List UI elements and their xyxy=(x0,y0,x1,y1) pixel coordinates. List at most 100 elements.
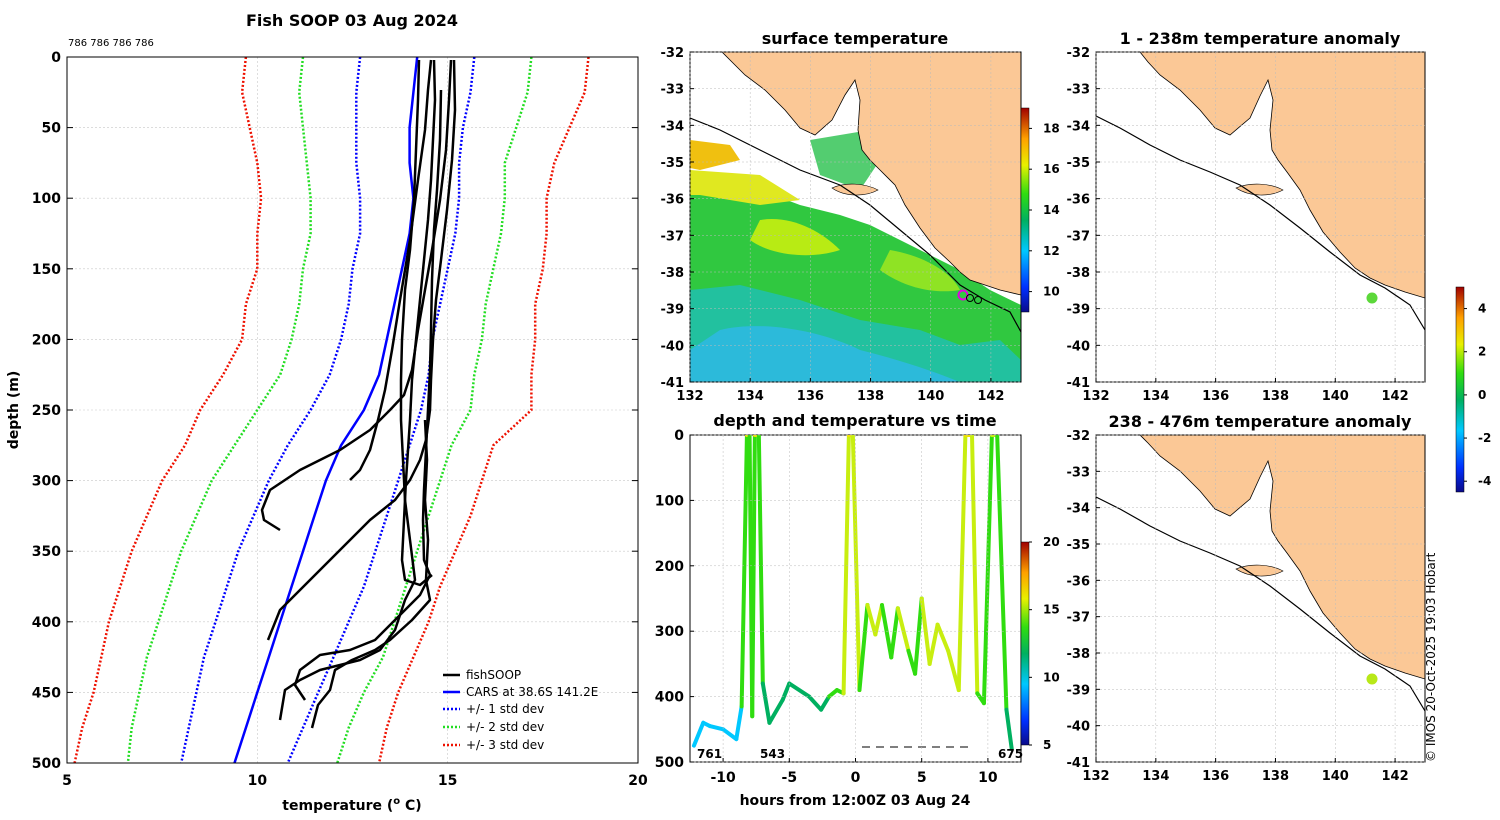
anomaly2-xtick-label: 142 xyxy=(1382,769,1409,784)
anomaly1-ytick-label: -39 xyxy=(1067,303,1091,318)
anomaly1-ytick-label: -32 xyxy=(1067,46,1091,61)
anomaly-colorbar xyxy=(1455,286,1465,493)
anomaly2-land xyxy=(1139,435,1425,680)
fishsoop-profile-2 xyxy=(260,59,453,532)
anomaly-colorbar-tick-label: 4 xyxy=(1478,302,1486,316)
anomaly2-ytick-label: -36 xyxy=(1067,574,1091,589)
sst-colorbar-tick-label: 16 xyxy=(1043,162,1060,176)
timeseries-segment xyxy=(895,606,911,653)
anomaly1-ytick-label: -38 xyxy=(1067,266,1091,281)
anomaly-colorbar-ticks: -4 -2 0 2 4 xyxy=(1464,302,1491,488)
anomaly1-ytick-label: -35 xyxy=(1067,156,1091,171)
timeseries-segment xyxy=(734,704,744,742)
fishsoop-profile-6 xyxy=(400,59,437,587)
timeseries-colorbar-tick-label: 10 xyxy=(1043,670,1060,684)
sst-colorbar xyxy=(1020,107,1030,313)
timeseries-segment xyxy=(841,435,851,696)
timeseries-count-2: 543 xyxy=(760,747,785,761)
sst-ytick-label: -35 xyxy=(661,156,685,171)
timeseries-ytick-label: 400 xyxy=(655,690,684,706)
anomaly2-data-point xyxy=(1366,673,1378,685)
fishsoop-profile-7 xyxy=(310,419,432,729)
anomaly2-xtick-label: 136 xyxy=(1202,769,1229,784)
sst-ytick-label: -40 xyxy=(661,339,685,354)
anomaly1-title: 1 - 238m temperature anomaly xyxy=(1120,29,1401,48)
anomaly1-axes: 132 134 136 138 140 142 -32 -33 -34 -35 -36 -37 -38 -… xyxy=(1067,46,1425,404)
sst-cold-water xyxy=(690,326,960,382)
profile-ytick-label: 500 xyxy=(32,756,61,772)
legend-cars: CARS at 38.6S 141.2E xyxy=(466,685,598,699)
anomaly2-ytick-label: -40 xyxy=(1067,720,1091,735)
timeseries-segment xyxy=(913,596,924,676)
profile-xlabel: temperature (o C) xyxy=(282,796,421,814)
anomaly-colorbar-tick-label: -4 xyxy=(1478,474,1491,488)
anomaly1-ytick-label: -36 xyxy=(1067,193,1091,208)
legend-std1: +/- 1 std dev xyxy=(466,702,544,716)
timeseries-segment xyxy=(1004,707,1014,751)
sst-axes: 132 134 136 138 140 142 -32 -33 -34 -35 -36 -37 -38 -… xyxy=(661,46,1021,404)
timeseries-ytick-label: 200 xyxy=(655,559,684,575)
anomaly1-shelf-contour xyxy=(1096,115,1425,331)
timeseries-xlabel: hours from 12:00Z 03 Aug 24 xyxy=(740,793,971,809)
timeseries-ytick-label: 0 xyxy=(674,428,684,444)
profile-xtick-label: 20 xyxy=(628,773,648,789)
profile-ytick-label: 400 xyxy=(32,615,61,631)
legend-std3: +/- 3 std dev xyxy=(466,738,544,752)
profile-ytick-label: 300 xyxy=(32,474,61,490)
anomaly2-xtick-label: 132 xyxy=(1082,769,1109,784)
timeseries-segment xyxy=(865,603,878,637)
sst-xtick-label: 136 xyxy=(797,389,824,404)
timeseries-segment xyxy=(739,435,749,709)
anomaly1-xtick-label: 136 xyxy=(1202,389,1229,404)
sst-ytick-label: -34 xyxy=(661,119,685,134)
timeseries-colorbar-tick-label: 15 xyxy=(1043,603,1060,617)
sst-colorbar-tick-label: 14 xyxy=(1043,203,1060,217)
anomaly1-ytick-label: -34 xyxy=(1067,119,1091,134)
anomaly2-kangaroo-island xyxy=(1235,564,1284,577)
sst-warm-patch-3 xyxy=(690,140,740,170)
sst-title: surface temperature xyxy=(762,29,949,48)
timeseries-xtick-label: 0 xyxy=(851,770,861,786)
timeseries-colorbar-tick-label: 5 xyxy=(1043,738,1051,752)
timeseries-segment xyxy=(995,435,1009,712)
anomaly-colorbar-tick-label: 0 xyxy=(1478,388,1486,402)
anomaly2-ytick-label: -34 xyxy=(1067,502,1091,517)
timeseries-segment xyxy=(819,694,832,712)
sst-ytick-label: -39 xyxy=(661,303,685,318)
timeseries-segment xyxy=(857,603,870,693)
timeseries-count-1: 761 xyxy=(697,747,722,761)
profile-series-cars-at-38-6s-141-2e xyxy=(233,57,419,763)
anomaly1-xtick-label: 134 xyxy=(1142,389,1169,404)
profile-ytick-label: 100 xyxy=(32,191,61,207)
fishsoop-profile-5 xyxy=(293,89,443,701)
anomaly2-xtick-label: 134 xyxy=(1142,769,1169,784)
timeseries-segment xyxy=(760,681,772,725)
anomaly2-ytick-label: -32 xyxy=(1067,429,1091,444)
profile-series--2-std-dev xyxy=(126,57,312,763)
timeseries-xtick-label: 5 xyxy=(917,770,927,786)
profile-ytick-label: 150 xyxy=(32,262,61,278)
anomaly1-ytick-label: -41 xyxy=(1067,376,1091,391)
profile-xtick-label: 10 xyxy=(248,773,268,789)
timeseries-segment xyxy=(850,435,862,693)
timeseries-segment xyxy=(691,720,706,748)
profile-top-label: 786 786 786 786 xyxy=(68,38,154,49)
profile-title: Fish SOOP 03 Aug 2024 xyxy=(246,11,458,30)
sst-colorbar-ticks: 10 12 14 16 18 xyxy=(1029,121,1060,299)
profile-ytick-label: 350 xyxy=(32,544,61,560)
timeseries-colorbar xyxy=(1020,541,1030,746)
anomaly1-xtick-label: 142 xyxy=(1382,389,1409,404)
timeseries-segment xyxy=(889,606,900,660)
profile-ytick-label: 450 xyxy=(32,685,61,701)
anomaly1-ytick-label: -40 xyxy=(1067,339,1091,354)
timeseries-segment xyxy=(787,681,812,699)
timeseries-segment xyxy=(756,435,765,686)
sst-ytick-label: -33 xyxy=(661,83,685,98)
anomaly2-ytick-label: -38 xyxy=(1067,647,1091,662)
sst-xtick-label: 134 xyxy=(737,389,764,404)
timeseries-count-3: 675 xyxy=(998,747,1023,761)
anomaly2-xtick-label: 140 xyxy=(1322,769,1349,784)
